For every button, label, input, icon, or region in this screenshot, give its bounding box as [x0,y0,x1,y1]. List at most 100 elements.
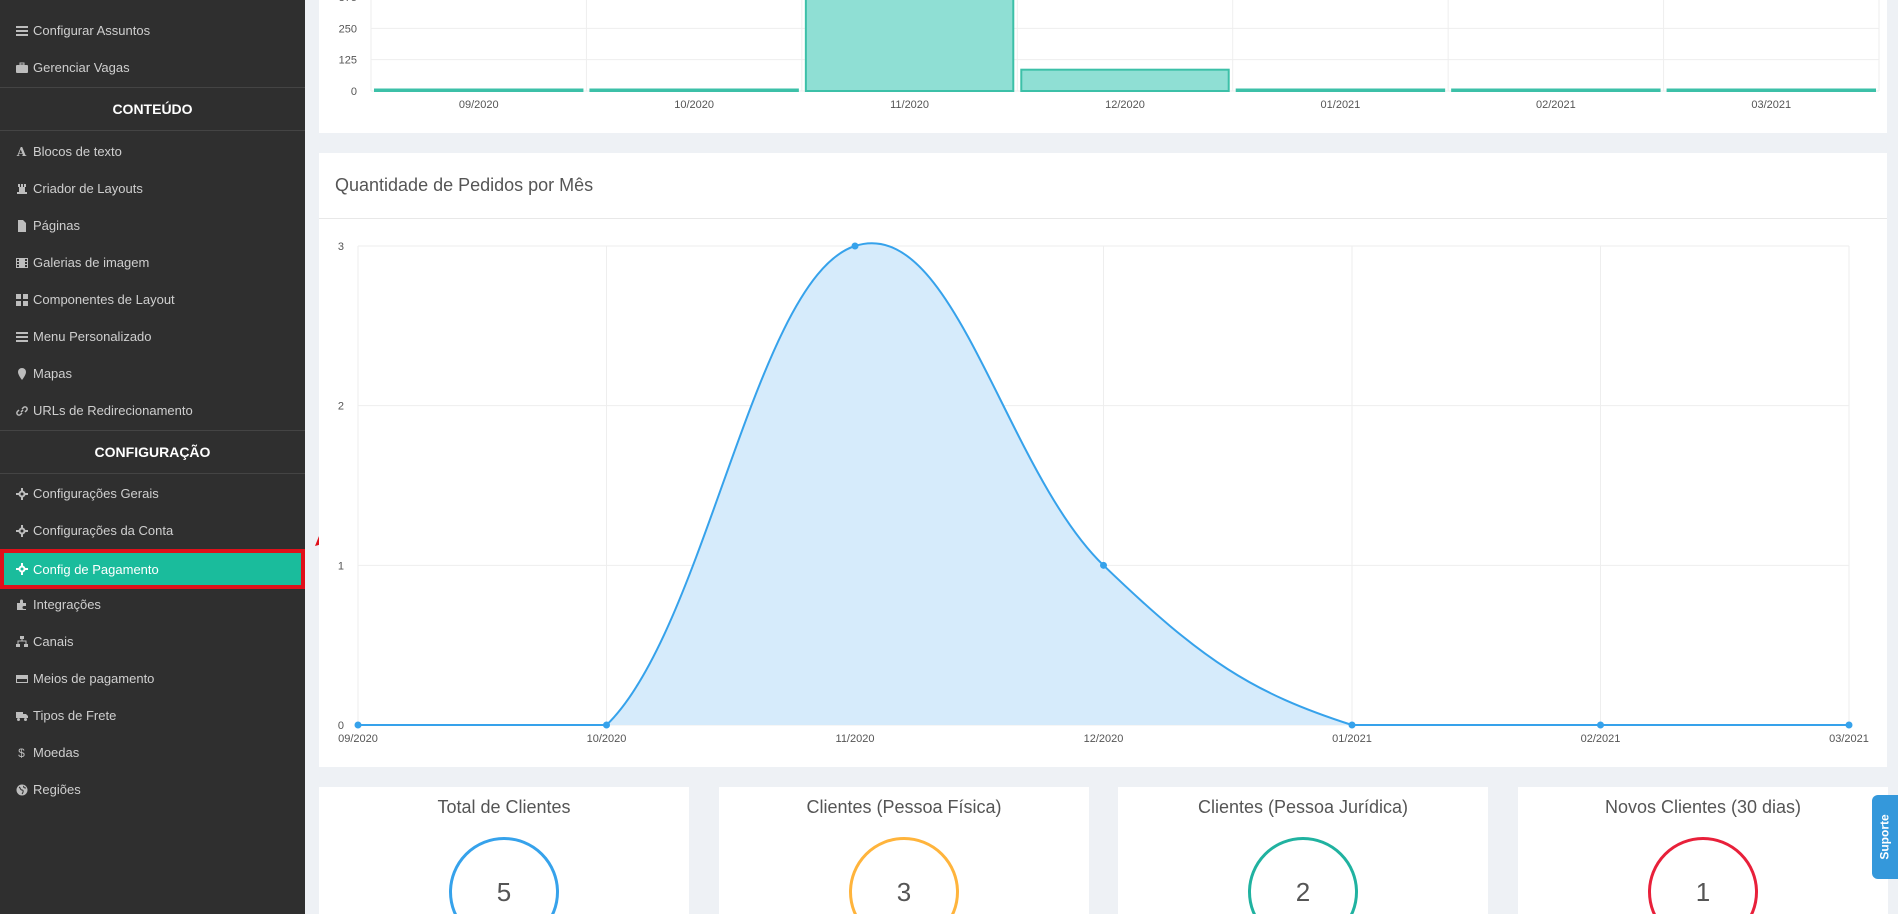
bar [1020,68,1230,93]
bar [374,88,584,92]
puzzle-icon [15,598,28,611]
area-fill [358,243,1849,725]
globe-icon [15,783,28,796]
sidebar-item-canais[interactable]: Canais [0,623,305,660]
y-tick-label: 375 [339,0,357,4]
bar [1666,88,1876,92]
sidebar-item-label: Tipos de Frete [33,708,117,723]
sidebar-item-criador-de-layouts[interactable]: Criador de Layouts [0,170,305,207]
film-icon [15,256,28,269]
y-tick-label: 125 [339,55,357,67]
line-chart: 0 1 2 3 09/2020 10/2020 11/2020 12/2020 01/2021 0… [338,241,1869,745]
sidebar-item-label: Gerenciar Vagas [33,60,130,75]
x-tick-label: 12/2020 [1105,99,1145,111]
briefcase-icon [15,61,28,74]
card-value: 3 [849,837,959,914]
y-tick-label: 1 [338,560,344,572]
sidebar-item-configuracoes-da-conta[interactable]: Configurações da Conta [0,512,305,549]
card-value: 2 [1248,837,1358,914]
bar [1451,88,1661,92]
sidebar-item-label: Canais [33,634,74,649]
sidebar-item-meios-de-pagamento[interactable]: Meios de pagamento [0,660,305,697]
sidebar-item-configurar-assuntos[interactable]: Configurar Assuntos [0,12,305,49]
data-point [1597,721,1604,729]
sidebar-item-config-de-pagamento[interactable]: Config de Pagamento [0,549,305,589]
sidebar-item-label: Menu Personalizado [33,329,152,344]
sidebar-item-label: Configurar Assuntos [33,23,151,38]
x-tick-label: 10/2020 [674,99,714,111]
sidebar-item-label: Configurações Gerais [33,486,159,501]
data-point [1845,721,1853,729]
sidebar-item-regioes[interactable]: Regiões [0,771,305,808]
x-tick-label: 11/2020 [890,99,929,111]
sidebar-item-menu-personalizado[interactable]: Menu Personalizado [0,318,305,355]
sidebar-item-label: Blocos de texto [33,144,122,159]
dollar-icon: $ [18,745,25,760]
sidebar-item-label: Galerias de imagem [33,255,150,270]
x-tick-label: 10/2020 [587,733,627,745]
sidebar-item-integracoes[interactable]: Integrações [0,586,305,623]
card-title: Total de Clientes [437,797,571,817]
sidebar-item-componentes-de-layout[interactable]: Componentes de Layout [0,281,305,318]
sidebar-item-paginas[interactable]: Páginas [0,207,305,244]
sidebar-item-urls-de-redirecionamento[interactable]: URLs de Redirecionamento [0,392,305,429]
data-point [603,721,610,729]
sidebar-item-blocos-de-texto[interactable]: A Blocos de texto [0,133,305,170]
bar-chart: 0 125 250 375 09/2020 10/2020 11/2020 12/2020 01… [339,0,1880,111]
stat-card-pessoa-juridica: Clientes (Pessoa Jurídica) 2 [1118,787,1488,914]
x-tick-label: 09/2020 [338,733,378,745]
data-point [851,242,859,250]
card-value: 1 [1648,837,1758,914]
sidebar-item-label: Componentes de Layout [33,292,175,307]
section-header-conteudo: CONTEÚDO [0,87,305,131]
sidebar-item-label: Integrações [33,597,101,612]
y-tick-label: 250 [339,23,357,35]
sidebar: Configurar Assuntos Gerenciar Vagas CONT… [0,0,305,914]
grid-icon [15,293,28,306]
x-tick-label: 02/2021 [1536,99,1576,111]
sidebar-item-configuracoes-gerais[interactable]: Configurações Gerais [0,475,305,512]
sidebar-item-gerenciar-vagas[interactable]: Gerenciar Vagas [0,49,305,86]
file-icon [15,219,28,232]
suporte-button[interactable]: Suporte [1872,795,1898,879]
sidebar-item-label: Config de Pagamento [33,561,159,577]
x-tick-label: 12/2020 [1084,733,1124,745]
x-tick-label: 01/2021 [1332,733,1372,745]
sidebar-item-moedas[interactable]: $ Moedas [0,734,305,771]
sidebar-item-label: Criador de Layouts [33,181,143,196]
sidebar-item-label: Mapas [33,366,73,381]
sidebar-item-label: Regiões [33,782,81,797]
line-chart-panel: Quantidade de Pedidos por Mês 0 1 2 3 09/202… [319,153,1887,767]
list-icon [15,330,28,343]
card-title: Clientes (Pessoa Jurídica) [1197,797,1409,817]
section-header-configuracao: CONFIGURAÇÃO [0,430,305,474]
sitemap-icon [15,635,28,648]
card-title: Novos Clientes (30 dias) [1604,797,1802,817]
sidebar-item-label: Meios de pagamento [33,671,155,686]
stat-card-pessoa-fisica: Clientes (Pessoa Física) 3 [719,787,1089,914]
x-tick-label: 03/2021 [1829,733,1869,745]
sidebar-item-tipos-de-frete[interactable]: Tipos de Frete [0,697,305,734]
data-point [354,721,362,729]
chess-rook-icon [15,182,28,195]
card-value: 5 [449,837,559,914]
divider [319,218,1887,219]
series-line [357,242,1849,727]
sidebar-item-label: Páginas [33,218,80,233]
x-tick-label: 01/2021 [1321,99,1361,111]
y-tick-label: 0 [351,86,357,98]
gear-icon [15,524,28,537]
sidebar-item-label: Moedas [33,745,80,760]
sidebar-item-label: Configurações da Conta [33,523,174,538]
x-tick-label: 02/2021 [1581,733,1621,745]
gear-icon [15,563,28,576]
credit-card-icon [15,672,28,685]
sidebar-item-galerias-de-imagem[interactable]: Galerias de imagem [0,244,305,281]
x-tick-label: 03/2021 [1751,99,1791,111]
gear-icon [15,487,28,500]
x-tick-label: 09/2020 [459,99,499,111]
y-tick-label: 2 [338,401,344,413]
truck-icon [15,709,28,722]
sidebar-item-mapas[interactable]: Mapas [0,355,305,392]
x-tick-label: 11/2020 [836,733,875,745]
